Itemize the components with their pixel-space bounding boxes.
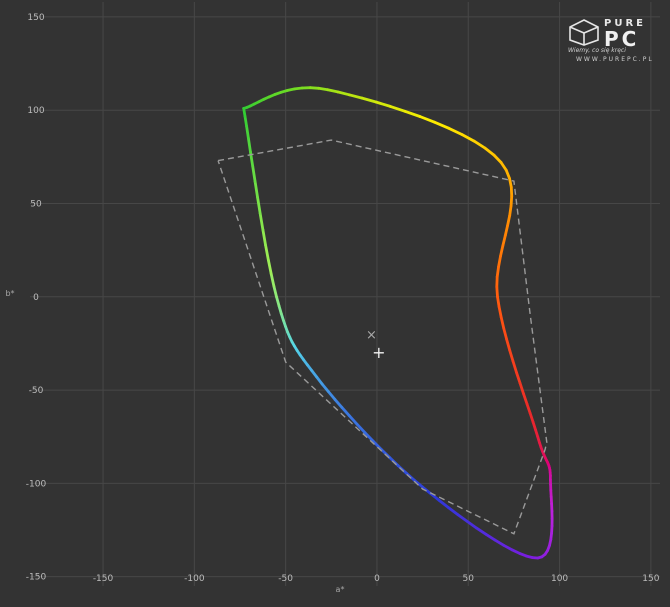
gamut-segment-136 <box>248 138 250 151</box>
gamut-segment-36 <box>503 236 506 246</box>
gamut-segment-137 <box>247 126 249 138</box>
gamut-segment-44 <box>501 317 504 328</box>
gamut-segment-39 <box>497 267 498 277</box>
gamut-segment-17 <box>362 98 376 102</box>
white-point-marker-0: × <box>366 328 377 343</box>
gamut-segment-22 <box>435 122 449 128</box>
gamut-segment-41 <box>497 287 498 297</box>
y-axis-title: b* <box>5 289 14 298</box>
gamut-segment-14 <box>328 90 338 92</box>
x-axis-title: a* <box>336 585 345 594</box>
grid-layer <box>30 2 660 586</box>
gamut-segment-93 <box>458 515 467 522</box>
gamut-segment-49 <box>517 373 521 384</box>
gamut-segment-25 <box>474 141 485 148</box>
y-tick-label-4: 50 <box>30 200 42 210</box>
gamut-segment-26 <box>485 148 494 155</box>
gamut-segment-88 <box>504 545 512 550</box>
x-tick-label-1: -100 <box>184 574 205 584</box>
gamut-segment-139 <box>244 108 245 116</box>
gamut-segment-21 <box>420 117 435 123</box>
x-tick-label-6: 150 <box>642 574 659 584</box>
y-tick-label-5: 100 <box>27 106 44 116</box>
gamut-segment-46 <box>507 339 510 350</box>
x-tick-label-4: 50 <box>463 574 475 584</box>
x-tick-label-2: -50 <box>278 574 293 584</box>
gamut-segment-15 <box>338 92 350 95</box>
gamut-segment-37 <box>501 246 503 256</box>
x-tick-label-0: -150 <box>93 574 114 584</box>
y-tick-label-6: 150 <box>27 13 44 23</box>
gamut-segment-91 <box>477 528 486 534</box>
gamut-segment-33 <box>510 206 511 216</box>
gamut-segment-27 <box>494 155 501 162</box>
gamut-segment-38 <box>499 256 501 266</box>
gamut-segment-51 <box>524 394 527 404</box>
gamut-segment-23 <box>449 128 462 134</box>
reference-gamut-line <box>218 140 547 534</box>
gamut-segment-18 <box>376 102 390 106</box>
gamut-segment-126 <box>274 286 277 297</box>
gamut-segment-50 <box>520 383 523 393</box>
gamut-segment-20 <box>405 111 420 116</box>
gamut-segment-128 <box>268 260 271 274</box>
gamut-segment-127 <box>271 274 274 286</box>
y-tick-label-2: -50 <box>29 386 44 396</box>
gamut-segment-32 <box>511 196 512 206</box>
gamut-segment-48 <box>513 362 516 373</box>
y-tick-label-3: 0 <box>33 293 39 303</box>
gamut-segment-138 <box>245 116 247 126</box>
gamut-segment-94 <box>449 508 458 515</box>
x-tick-label-5: 100 <box>551 574 568 584</box>
gamut-segment-133 <box>255 182 258 198</box>
gamut-segment-90 <box>486 534 495 540</box>
gamut-segment-132 <box>258 198 261 214</box>
y-tick-label-0: -150 <box>26 573 47 583</box>
x-tick-label-3: 0 <box>374 574 380 584</box>
gamut-segment-131 <box>260 214 263 230</box>
gamut-segment-45 <box>504 328 507 339</box>
gamut-segment-89 <box>495 540 504 545</box>
tick-layer: -150 -100 -50 0 50 100 150 -150 -100 -50 0 50 100 150 <box>26 13 660 584</box>
white-point-marker-1: + <box>372 343 385 362</box>
series-layer <box>218 88 552 558</box>
gamut-segment-109 <box>328 392 335 400</box>
gamut-segment-52 <box>527 404 530 413</box>
cube-logo-icon <box>566 18 602 46</box>
gamut-segment-102 <box>381 450 389 458</box>
gamut-segment-134 <box>253 166 255 181</box>
gamut-segment-42 <box>498 297 500 307</box>
gamut-segment-125 <box>277 297 280 306</box>
watermark-tagline: Wiemy, co się kręci <box>568 47 626 54</box>
marker-layer: ×+ <box>366 328 385 362</box>
gamut-segment-108 <box>335 399 342 407</box>
watermark-url: WWW.PUREPC.PL <box>576 56 654 63</box>
purepc-watermark: PURE PC Wiemy, co się kręci WWW.PUREPC.P… <box>566 18 658 66</box>
y-tick-label-1: -100 <box>26 479 47 489</box>
gamut-segment-35 <box>505 225 507 235</box>
gamut-segment-43 <box>499 307 501 317</box>
measured-gamut-line <box>244 88 552 558</box>
gamut-segment-130 <box>263 230 266 246</box>
gamut-segment-16 <box>349 95 362 98</box>
gamut-segment-129 <box>266 245 269 260</box>
gamut-segment-47 <box>510 350 513 361</box>
gamut-segment-95 <box>440 501 449 508</box>
gamut-segment-34 <box>508 215 510 225</box>
